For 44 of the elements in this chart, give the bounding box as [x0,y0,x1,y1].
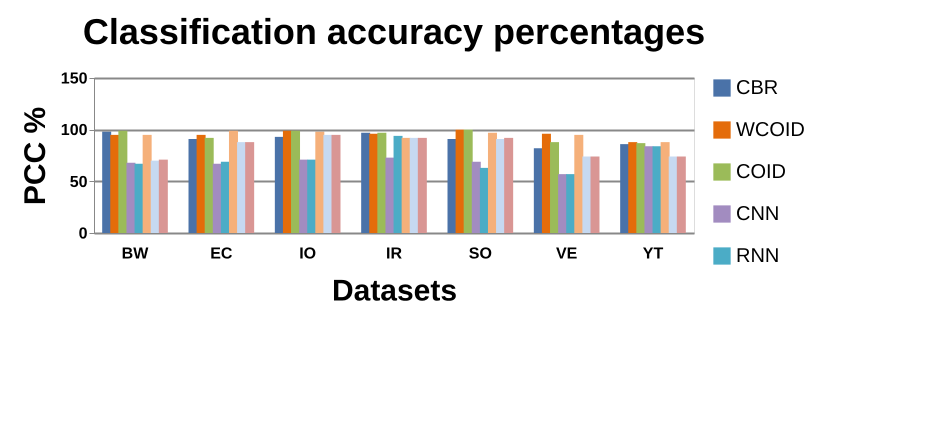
x-tick-label: EC [210,246,233,262]
bar [142,134,152,233]
legend-label: CBR [736,77,778,99]
bar [620,144,630,233]
x-tick-label: IR [386,246,402,262]
bar [668,156,678,233]
bar [418,138,427,233]
bar [676,156,686,233]
bar [504,138,514,233]
x-tick-label: YT [642,246,664,262]
bar [331,134,340,233]
bar [472,162,481,233]
bar [574,134,584,233]
y-tick-label: 50 [70,174,88,191]
bar [118,130,128,233]
x-tick-label: SO [468,246,492,262]
bar [550,142,560,233]
x-axis-title: Datasets [332,274,458,308]
legend-label: RNN [736,245,780,267]
bar [150,160,160,233]
x-tick-label: BW [122,246,150,262]
bar [204,138,214,233]
bar [464,130,473,233]
bar [377,132,386,233]
y-tick-label: 100 [60,122,88,140]
bar [566,174,576,233]
chart-title: Classification accuracy percentages [82,11,706,52]
y-tick-label: 0 [78,226,88,242]
y-axis-title: PCC % [18,106,52,206]
y-tick-label: 150 [60,70,88,88]
x-tick-label: IO [299,246,316,262]
bar [102,132,112,233]
bar [291,130,300,233]
bar [245,142,254,233]
x-tick-label: VE [556,246,578,262]
legend-label: COID [736,161,786,183]
legend-label: CNN [736,203,780,225]
bar [660,142,670,233]
bar [361,132,370,233]
legend-label: WCOID [736,119,805,141]
bar [410,138,419,233]
bar [158,160,168,233]
bar [307,160,316,233]
bar [590,156,600,233]
